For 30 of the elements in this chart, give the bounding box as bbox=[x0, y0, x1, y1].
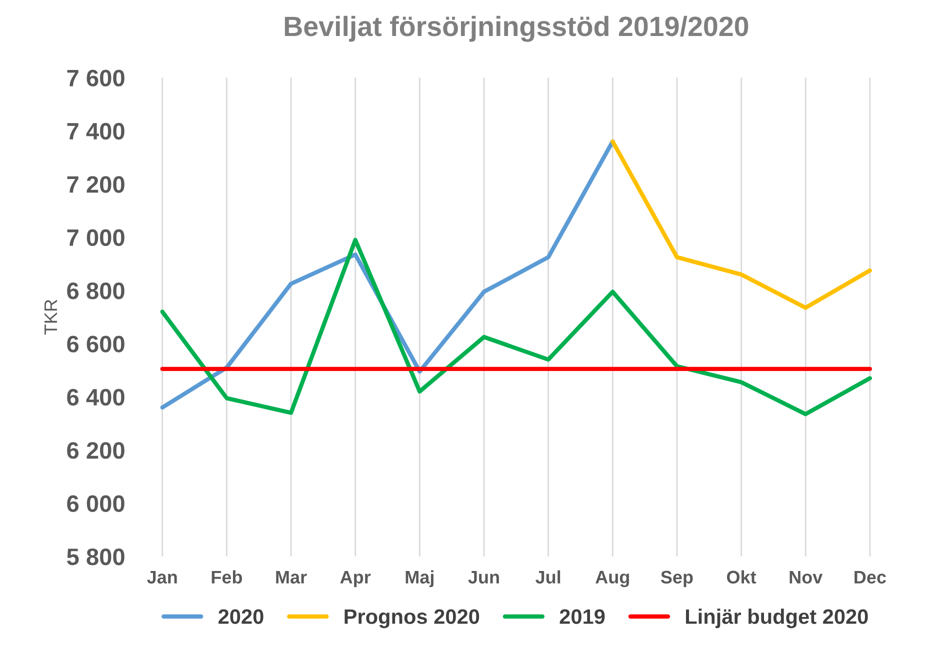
y-tick-label: 6 200 bbox=[67, 442, 124, 459]
x-tick-label: Aug bbox=[596, 570, 629, 588]
x-tick-label: Sep bbox=[660, 570, 693, 588]
legend-label: 2020 bbox=[218, 609, 264, 624]
line-series bbox=[610, 139, 872, 310]
x-tick-label: Jan bbox=[147, 570, 177, 584]
x-tick-label: Mar bbox=[276, 570, 307, 584]
y-tick-label: 6 800 bbox=[67, 282, 124, 300]
x-tick-label: Dec bbox=[854, 570, 886, 584]
line-series bbox=[160, 238, 872, 416]
y-tick-label: 6 400 bbox=[67, 388, 124, 406]
legend-label: 2019 bbox=[560, 609, 605, 624]
y-tick-label: 7 000 bbox=[67, 229, 124, 246]
x-tick-label: Feb bbox=[212, 570, 242, 584]
y-tick-label: 5 800 bbox=[66, 548, 124, 566]
legend-label: Linjär budget 2020 bbox=[686, 608, 868, 628]
y-axis-title: TKR bbox=[44, 300, 57, 335]
y-tick-label: 7 400 bbox=[67, 122, 124, 140]
chart-title: Beviljat försörjningsstöd 2019/2020 bbox=[284, 16, 748, 42]
legend-label: Prognos 2020 bbox=[344, 609, 480, 628]
x-tick-label: Jun bbox=[468, 570, 499, 584]
x-tick-label: Maj bbox=[406, 570, 434, 588]
x-tick-label: Okt bbox=[726, 570, 756, 584]
x-tick-label: Apr bbox=[340, 570, 371, 588]
x-tick-label: Nov bbox=[790, 570, 823, 584]
y-tick-label: 7 200 bbox=[67, 176, 124, 193]
y-tick-label: 6 600 bbox=[67, 336, 124, 352]
y-tick-label: 7 600 bbox=[67, 70, 124, 86]
y-tick-label: 6 000 bbox=[67, 495, 124, 512]
x-tick-label: Jul bbox=[536, 570, 560, 584]
